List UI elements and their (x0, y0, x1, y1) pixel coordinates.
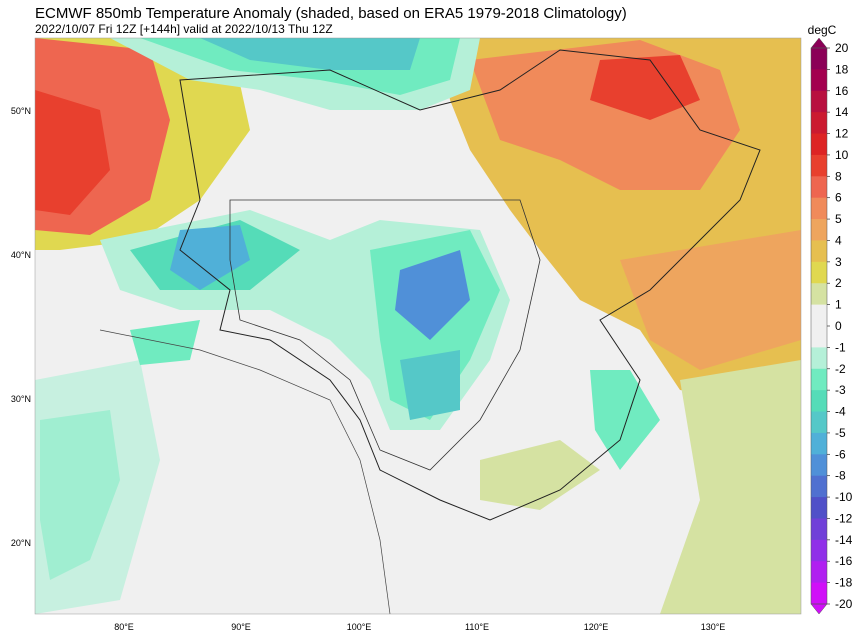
colorbar-swatch (811, 261, 827, 284)
colorbar-label: 6 (835, 191, 842, 205)
colorbar-swatch (811, 283, 827, 306)
colorbar-extend-top (810, 37, 828, 49)
lon-label: 90°E (231, 622, 251, 632)
colorbar-swatch (811, 582, 827, 605)
colorbar-swatch (811, 112, 827, 135)
colorbar-label: 16 (835, 84, 849, 98)
colorbar-swatch (811, 411, 827, 434)
colorbar-label: -2 (835, 362, 846, 376)
colorbar-swatch (811, 176, 827, 199)
lon-label: 100°E (347, 622, 372, 632)
colorbar-label: 8 (835, 169, 842, 183)
colorbar-label: 10 (835, 148, 849, 162)
colorbar-label: -10 (835, 490, 853, 504)
colorbar-swatch (811, 133, 827, 156)
colorbar-label: -18 (835, 576, 853, 590)
colorbar-swatch (811, 454, 827, 477)
colorbar-label: 14 (835, 105, 849, 119)
colorbar-swatch (811, 304, 827, 327)
colorbar-swatch (811, 561, 827, 584)
colorbar-swatch (811, 240, 827, 263)
lon-label: 110°E (465, 622, 489, 632)
colorbar-swatch (811, 197, 827, 220)
colorbar: 20181614121086543210-1-2-3-4-5-6-8-10-12… (810, 37, 853, 615)
colorbar-label: -1 (835, 340, 846, 354)
lon-label: 80°E (114, 622, 134, 632)
colorbar-label: -20 (835, 597, 853, 611)
lat-label: 30°N (11, 394, 31, 404)
colorbar-label: 1 (835, 298, 842, 312)
colorbar-label: -12 (835, 511, 853, 525)
colorbar-swatch (811, 347, 827, 370)
colorbar-label: -3 (835, 383, 846, 397)
colorbar-swatch (811, 539, 827, 562)
colorbar-label: -14 (835, 533, 853, 547)
colorbar-label: 2 (835, 276, 842, 290)
map-field (35, 38, 801, 614)
colorbar-swatch (811, 48, 827, 70)
colorbar-swatch (811, 497, 827, 519)
colorbar-swatch (811, 368, 827, 391)
map-frame (34, 37, 802, 615)
colorbar-label: 0 (835, 319, 842, 333)
colorbar-unit: degC (808, 23, 837, 37)
colorbar-swatch (811, 90, 827, 113)
lon-label: 120°E (584, 622, 609, 632)
title: ECMWF 850mb Temperature Anomaly (shaded,… (35, 5, 627, 22)
colorbar-label: -5 (835, 426, 846, 440)
colorbar-swatch (811, 154, 827, 177)
colorbar-label: -8 (835, 469, 846, 483)
colorbar-label: 20 (835, 41, 849, 55)
colorbar-label: -16 (835, 554, 853, 568)
colorbar-label: -4 (835, 405, 846, 419)
graticule-labels: 50°N 40°N 30°N 20°N 80°E 90°E 100°E 110°E 120°E 1… (11, 106, 725, 632)
colorbar-swatch (811, 518, 827, 541)
colorbar-label: -6 (835, 447, 846, 461)
colorbar-swatch (811, 69, 827, 92)
colorbar-swatch (811, 475, 827, 498)
colorbar-label: 12 (835, 127, 849, 141)
lat-label: 40°N (11, 250, 31, 260)
colorbar-swatch (811, 326, 827, 348)
colorbar-swatch (811, 432, 827, 455)
lat-label: 50°N (11, 106, 31, 116)
lon-label: 130°E (701, 622, 726, 632)
subtitle: 2022/10/07 Fri 12Z [+144h] valid at 2022… (35, 22, 333, 36)
colorbar-label: 5 (835, 212, 842, 226)
colorbar-label: 18 (835, 62, 849, 76)
colorbar-swatch (811, 390, 827, 413)
colorbar-swatch (811, 219, 827, 241)
colorbar-label: 3 (835, 255, 842, 269)
lat-label: 20°N (11, 538, 31, 548)
colorbar-extend-bottom (810, 603, 828, 615)
colorbar-label: 4 (835, 233, 842, 247)
